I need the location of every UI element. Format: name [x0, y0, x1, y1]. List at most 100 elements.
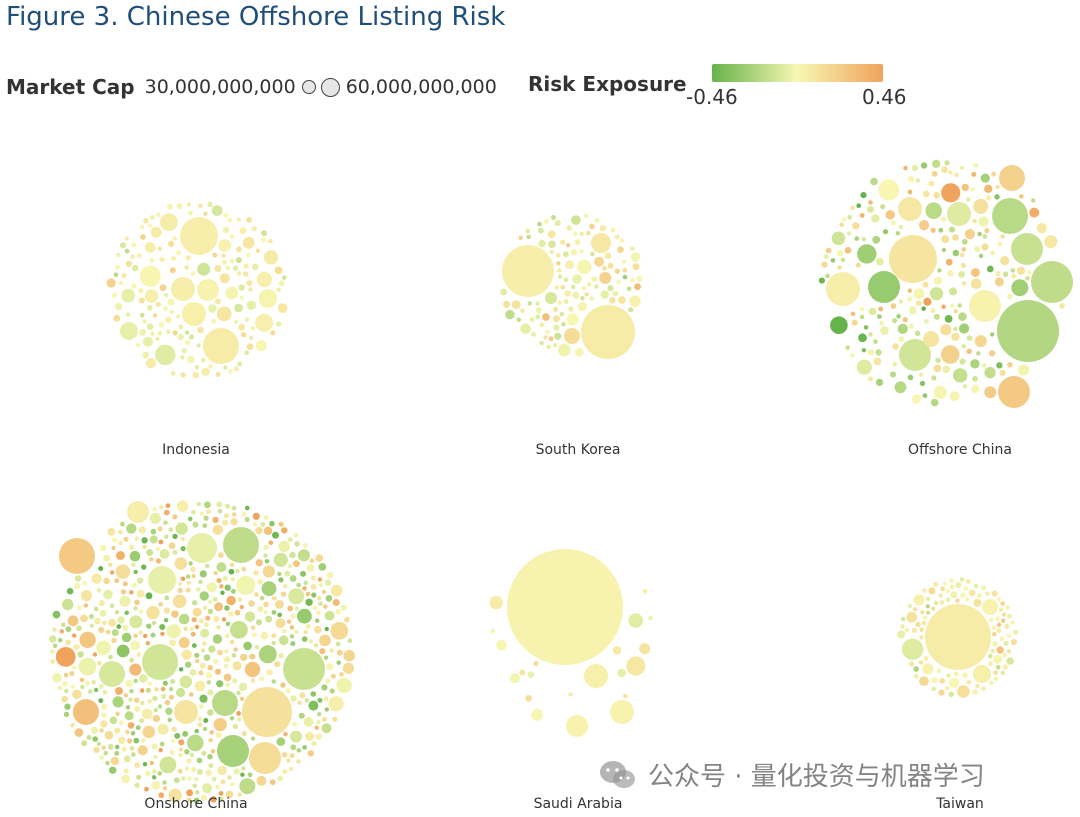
bubble-saudi-arabia-17 — [489, 595, 503, 610]
bubble-onshore-china-203 — [307, 750, 314, 757]
bubble-onshore-china-548 — [158, 601, 164, 607]
bubble-onshore-china-559 — [158, 792, 165, 799]
bubble-offshore-china-86 — [941, 235, 950, 244]
bubble-offshore-china-214 — [845, 345, 850, 351]
bubble-onshore-china-495 — [115, 687, 123, 695]
bubble-indonesia-116 — [227, 217, 233, 223]
bubble-offshore-china-76 — [994, 277, 1004, 287]
bubble-onshore-china-241 — [259, 676, 265, 682]
bubble-onshore-china-191 — [269, 520, 275, 527]
bubble-south-korea-19 — [547, 230, 556, 239]
bubble-indonesia-151 — [130, 254, 135, 259]
bubble-indonesia-144 — [138, 288, 144, 294]
bubble-onshore-china-169 — [207, 664, 213, 671]
bubble-taiwan-64 — [915, 621, 921, 628]
bubble-taiwan-24 — [1006, 657, 1014, 665]
bubble-onshore-china-259 — [222, 575, 228, 582]
bubble-offshore-china-201 — [823, 254, 829, 259]
bubble-offshore-china-182 — [951, 332, 960, 341]
bubble-onshore-china-468 — [272, 596, 277, 601]
bubble-onshore-china-263 — [103, 589, 113, 600]
bubble-south-korea-62 — [594, 218, 600, 223]
size-legend-small-circle — [301, 80, 316, 94]
bubble-onshore-china-371 — [185, 661, 192, 668]
bubble-saudi-arabia-9 — [648, 615, 653, 621]
bubble-offshore-china-68 — [922, 190, 930, 198]
bubble-onshore-china-24 — [74, 582, 81, 590]
bubble-offshore-china-40 — [995, 271, 1001, 277]
bubble-south-korea-83 — [604, 252, 612, 260]
bubble-indonesia-51 — [142, 351, 150, 359]
bubble-onshore-china-402 — [147, 681, 152, 686]
bubble-south-korea-106 — [537, 221, 542, 227]
bubble-onshore-china-353 — [57, 685, 63, 691]
bubble-indonesia-81 — [236, 217, 241, 222]
bubble-south-korea-114 — [622, 267, 628, 273]
bubble-onshore-china-544 — [141, 537, 148, 544]
bubble-south-korea-113 — [612, 290, 619, 297]
bubble-onshore-china-487 — [282, 629, 287, 634]
bubble-offshore-china-121 — [921, 306, 926, 311]
bubble-offshore-china-164 — [937, 268, 942, 273]
bubble-south-korea-81 — [586, 282, 592, 287]
bubble-onshore-china-114 — [211, 776, 217, 782]
bubble-south-korea-85 — [568, 306, 574, 312]
bubble-offshore-china-65 — [1031, 198, 1036, 203]
bubble-onshore-china-43 — [133, 678, 138, 684]
bubble-onshore-china-243 — [146, 549, 154, 556]
bubble-onshore-china-222 — [145, 592, 153, 600]
bubble-onshore-china-141 — [347, 638, 353, 643]
bubble-south-korea-26 — [632, 263, 640, 271]
size-legend-large-circle — [320, 77, 340, 97]
bubble-onshore-china-603 — [186, 797, 192, 803]
bubble-onshore-china-362 — [62, 680, 68, 687]
bubble-onshore-china-207 — [263, 526, 273, 535]
bubble-onshore-china-91 — [179, 667, 184, 672]
bubble-onshore-china-14 — [294, 629, 299, 634]
bubble-onshore-china-575 — [101, 703, 107, 710]
bubble-south-korea-109 — [619, 238, 625, 243]
bubble-indonesia-114 — [215, 372, 221, 377]
bubble-onshore-china-320 — [310, 691, 317, 697]
bubble-onshore-china-104 — [324, 610, 335, 621]
bubble-onshore-china-142 — [223, 673, 232, 682]
bubble-onshore-china-504 — [303, 630, 308, 635]
bubble-onshore-china-386 — [260, 522, 266, 527]
bubble-south-korea-91 — [616, 279, 621, 285]
bubble-taiwan-53 — [945, 589, 950, 594]
bubble-south-korea-43 — [622, 274, 628, 280]
bubble-onshore-china-193 — [149, 557, 154, 562]
bubble-offshore-china-46 — [923, 297, 932, 306]
bubble-taiwan-33 — [1007, 613, 1012, 619]
bubble-onshore-china-491 — [91, 680, 96, 685]
bubble-offshore-china-204 — [984, 184, 993, 193]
bubble-onshore-china-298 — [129, 657, 135, 663]
bubble-onshore-china-414 — [315, 733, 323, 741]
bubble-offshore-china-41 — [907, 374, 914, 381]
bubble-onshore-china-99 — [149, 760, 154, 766]
bubble-indonesia-59 — [242, 237, 255, 249]
bubble-onshore-china-275 — [330, 584, 343, 597]
bubble-onshore-china-155 — [174, 557, 188, 570]
bubble-taiwan-105 — [1001, 618, 1006, 623]
bubble-offshore-china-80 — [873, 357, 882, 366]
bubble-offshore-china-183 — [940, 324, 952, 336]
bubble-indonesia-47 — [171, 256, 177, 261]
bubble-offshore-china-42 — [878, 179, 900, 201]
market-cap-min-label: 30,000,000,000 — [144, 76, 296, 98]
bubble-onshore-china-590 — [72, 633, 77, 638]
bubble-onshore-china-322 — [306, 564, 315, 572]
bubble-taiwan-29 — [922, 663, 934, 675]
bubble-onshore-china-96 — [318, 601, 323, 607]
bubble-onshore-china-398 — [79, 677, 85, 683]
bubble-onshore-china-483 — [140, 700, 145, 706]
bubble-taiwan-104 — [996, 597, 1001, 602]
bubble-onshore-china-632 — [186, 758, 192, 764]
bubble-indonesia-90 — [168, 240, 175, 247]
bubble-offshore-china-6 — [1011, 233, 1043, 265]
bubble-onshore-china-126 — [305, 731, 315, 741]
bubble-offshore-china-63 — [868, 332, 873, 337]
bubble-south-korea-28 — [548, 240, 556, 249]
bubble-onshore-china-388 — [86, 735, 92, 740]
bubble-indonesia-103 — [138, 297, 145, 304]
